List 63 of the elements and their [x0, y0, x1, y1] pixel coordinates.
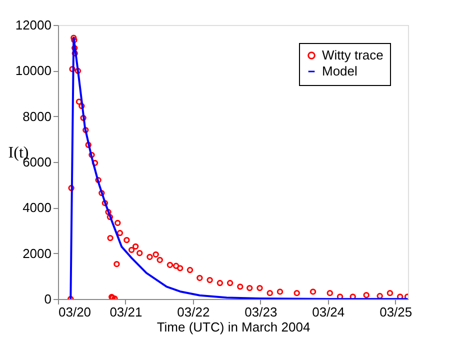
point: [246, 284, 253, 292]
point: [266, 290, 273, 296]
point: [114, 260, 120, 268]
point: [326, 290, 333, 296]
point: [152, 251, 159, 258]
line-series: [70, 36, 408, 299]
y-tick-label: 4000: [22, 200, 52, 216]
point: [146, 254, 153, 260]
x-tick-label: 03/23: [244, 304, 278, 320]
point: [276, 288, 284, 295]
point: [124, 237, 130, 244]
point: [396, 294, 404, 299]
point: [116, 230, 124, 236]
x-tick-label: 03/22: [177, 304, 210, 320]
x-tick-label: 03/24: [312, 304, 345, 320]
y-tick-label: 0: [44, 292, 52, 306]
point: [85, 142, 92, 148]
point: [74, 68, 82, 74]
point: [132, 243, 139, 250]
point: [336, 294, 344, 299]
point: [206, 276, 213, 284]
point: [80, 114, 86, 122]
point: [363, 292, 370, 298]
point: [88, 152, 95, 158]
point: [95, 176, 102, 184]
point: [156, 256, 163, 264]
point: [136, 250, 143, 256]
point: [82, 126, 89, 134]
legend-label: Witty trace: [322, 48, 384, 62]
point: [69, 66, 76, 72]
x-tick-label: 03/21: [110, 304, 142, 320]
point: [102, 200, 108, 206]
point: [186, 266, 194, 274]
x-tick-label: 03/25: [380, 304, 412, 320]
point: [226, 280, 234, 286]
legend-label: Model: [322, 64, 358, 78]
point: [128, 246, 135, 253]
point: [172, 262, 180, 269]
point: [92, 160, 98, 166]
point: [310, 288, 316, 295]
point: [114, 220, 121, 226]
point: [105, 208, 112, 216]
y-tick-label: 8000: [22, 108, 52, 124]
point: [177, 265, 184, 272]
point: [256, 284, 263, 292]
point: [216, 280, 224, 286]
point: [68, 184, 74, 192]
point: [78, 102, 85, 110]
y-tick-label: 10000: [15, 63, 52, 78]
x-tick-label: 03/20: [58, 304, 92, 320]
point: [166, 262, 174, 268]
point: [70, 34, 77, 41]
point: [386, 290, 394, 296]
point: [237, 284, 244, 290]
point: [98, 190, 105, 196]
point: [294, 290, 300, 296]
point: [71, 36, 78, 44]
point: [107, 234, 114, 242]
x-axis-title: Time (UTC) in March 2004: [156, 320, 310, 334]
point: [196, 274, 203, 282]
point: [106, 214, 114, 220]
y-tick-label: 12000: [15, 18, 52, 32]
y-tick-label: 2000: [22, 246, 52, 261]
